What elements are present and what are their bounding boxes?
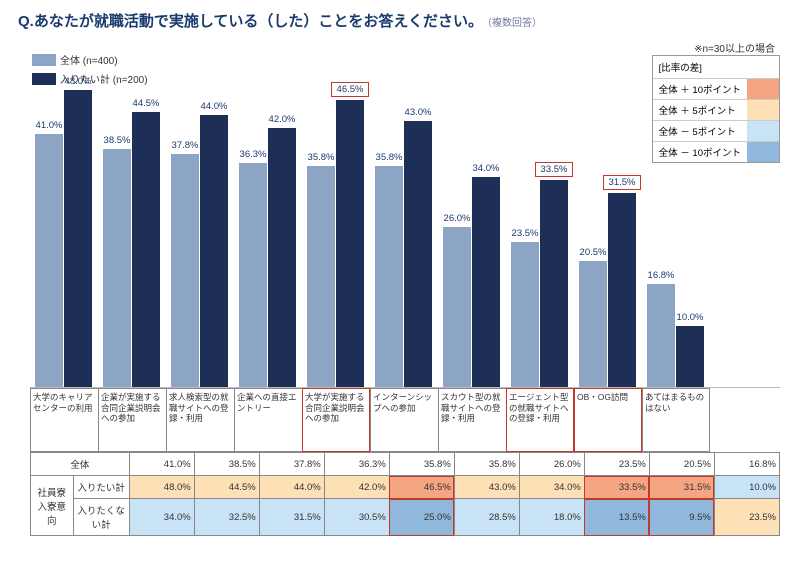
category-label: インターンシップへの参加	[370, 388, 438, 452]
table-cell: 41.0%	[129, 453, 194, 476]
table-cell: 34.0%	[519, 476, 584, 499]
bar-series2	[540, 180, 568, 388]
table-cell: 33.5%	[584, 476, 649, 499]
bar-label: 41.0%	[30, 120, 68, 131]
table-cell: 35.8%	[389, 453, 454, 476]
bar-label: 46.5%	[331, 82, 369, 97]
table-cell: 42.0%	[324, 476, 389, 499]
bar-series1	[307, 166, 335, 388]
table-cell: 10.0%	[714, 476, 779, 499]
bar-label: 23.5%	[506, 228, 544, 239]
bar-label: 20.5%	[574, 247, 612, 258]
table-cell: 34.0%	[129, 499, 194, 536]
bar-label: 16.8%	[642, 270, 680, 281]
table-cell: 9.5%	[649, 499, 714, 536]
bar-label: 42.0%	[263, 114, 301, 125]
table-cell: 20.5%	[649, 453, 714, 476]
bar-label: 43.0%	[399, 107, 437, 118]
table-cell: 28.5%	[454, 499, 519, 536]
bar-label: 34.0%	[467, 163, 505, 174]
bar-series2	[676, 326, 704, 388]
bar-series2	[268, 128, 296, 388]
table-cell: 25.0%	[389, 499, 454, 536]
bar-series1	[35, 134, 63, 388]
bar-series2	[200, 115, 228, 388]
bar-series2	[132, 112, 160, 388]
bar-label: 44.0%	[195, 101, 233, 112]
data-table: 全体41.0%38.5%37.8%36.3%35.8%35.8%26.0%23.…	[30, 452, 780, 536]
bar-series1	[443, 227, 471, 388]
chart-title: Q.あなたが就職活動で実施している（した）ことをお答えください。（複数回答）	[18, 10, 542, 31]
table-cell: 32.5%	[194, 499, 259, 536]
bar-series1	[579, 261, 607, 388]
table-cell: 23.5%	[584, 453, 649, 476]
table-cell: 13.5%	[584, 499, 649, 536]
bar-series2	[608, 193, 636, 388]
table-cell: 31.5%	[649, 476, 714, 499]
bar-series1	[375, 166, 403, 388]
bar-label: 36.3%	[234, 149, 272, 160]
table-cell: 46.5%	[389, 476, 454, 499]
sample-note: ※n=30以上の場合	[694, 40, 775, 55]
bar-label: 35.8%	[302, 152, 340, 163]
bar-chart: 41.0% 48.0% 38.5% 44.5% 37.8% 44.0% 36.3% 42.0%…	[30, 78, 780, 388]
table-cell: 36.3%	[324, 453, 389, 476]
legend-label: 全体 (n=400)	[60, 52, 118, 67]
table-cell: 37.8%	[259, 453, 324, 476]
bar-series2	[404, 121, 432, 388]
bar-label: 48.0%	[59, 76, 97, 87]
category-label: エージェント型の就職サイトへの登録・利用	[506, 388, 574, 452]
table-cell: 26.0%	[519, 453, 584, 476]
table-cell: 48.0%	[129, 476, 194, 499]
table-cell: 44.0%	[259, 476, 324, 499]
bar-series1	[171, 154, 199, 388]
bar-label: 33.5%	[535, 162, 573, 177]
category-label: 大学のキャリアセンターの利用	[30, 388, 98, 452]
bar-label: 26.0%	[438, 213, 476, 224]
table-cell: 30.5%	[324, 499, 389, 536]
bar-series2	[64, 90, 92, 388]
category-label: 求人検索型の就職サイトへの登録・利用	[166, 388, 234, 452]
bar-label: 44.5%	[127, 98, 165, 109]
bar-series1	[511, 242, 539, 388]
category-label: OB・OG訪問	[574, 388, 642, 452]
category-label: スカウト型の就職サイトへの登録・利用	[438, 388, 506, 452]
category-label: 企業への直接エントリー	[234, 388, 302, 452]
bar-series1	[239, 163, 267, 388]
table-cell: 35.8%	[454, 453, 519, 476]
category-label: あてはまるものはない	[642, 388, 710, 452]
bar-label: 31.5%	[603, 175, 641, 190]
table-cell: 31.5%	[259, 499, 324, 536]
bar-series2	[336, 100, 364, 388]
bar-label: 38.5%	[98, 135, 136, 146]
bar-series1	[103, 149, 131, 388]
category-label: 企業が実施する合同企業説明会への参加	[98, 388, 166, 452]
table-cell: 23.5%	[714, 499, 779, 536]
table-cell: 38.5%	[194, 453, 259, 476]
table-cell: 44.5%	[194, 476, 259, 499]
table-cell: 18.0%	[519, 499, 584, 536]
bar-label: 37.8%	[166, 140, 204, 151]
bar-series2	[472, 177, 500, 388]
bar-label: 10.0%	[671, 312, 709, 323]
bar-label: 35.8%	[370, 152, 408, 163]
table-cell: 16.8%	[714, 453, 779, 476]
bar-series1	[647, 284, 675, 388]
category-label: 大学が実施する合同企業説明会への参加	[302, 388, 370, 452]
table-cell: 43.0%	[454, 476, 519, 499]
